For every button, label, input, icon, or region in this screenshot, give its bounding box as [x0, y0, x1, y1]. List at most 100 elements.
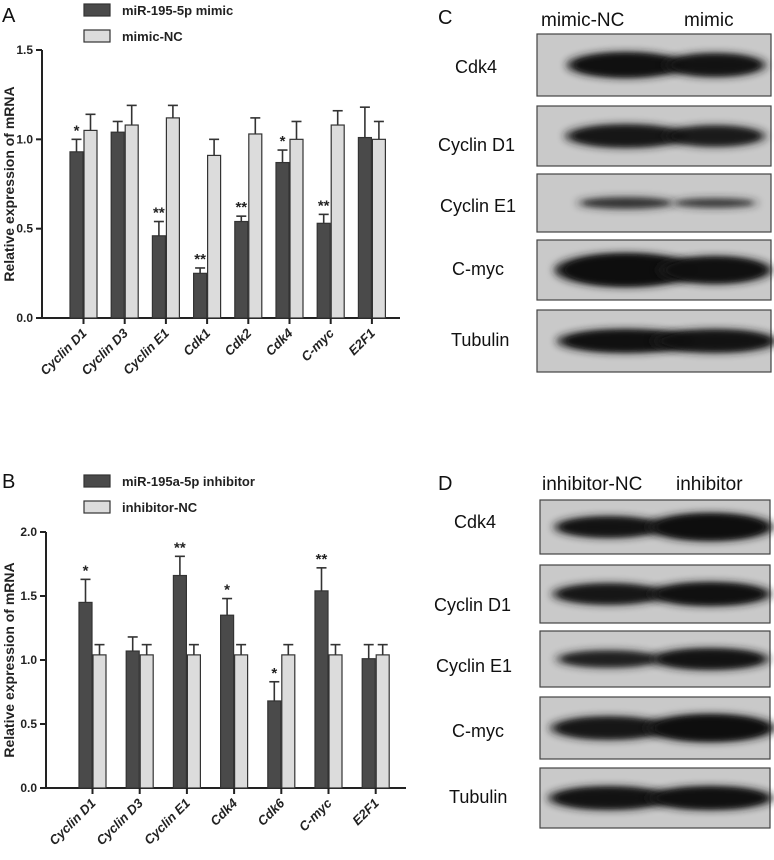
- significance-label: *: [74, 122, 80, 139]
- bar: [69, 151, 84, 319]
- bar: [357, 136, 372, 319]
- blot-band: [659, 650, 762, 668]
- significance-label: **: [194, 251, 206, 268]
- blot-band: [670, 55, 760, 75]
- bar: [248, 133, 263, 319]
- blot-d-row-label: Cyclin D1: [434, 595, 511, 615]
- significance-label: **: [318, 197, 330, 214]
- significance-label: **: [153, 205, 165, 222]
- blot-band: [558, 718, 660, 738]
- western-blot-c: mimic-NC mimic Cdk4 Cyclin D1 Cyclin E1 …: [438, 10, 774, 373]
- legend-label: inhibitor-NC: [122, 500, 198, 515]
- blot-d-row-label: Tubulin: [449, 787, 507, 807]
- category-label: Cyclin E1: [141, 796, 193, 848]
- legend-swatch: [83, 474, 111, 488]
- y-axis-title: Relative expression of mRNA: [1, 86, 17, 281]
- y-tick-label: 0.5: [16, 222, 33, 236]
- bar: [267, 700, 282, 789]
- bar: [330, 124, 345, 319]
- bar: [234, 220, 249, 319]
- blot-band: [665, 258, 765, 282]
- bar: [172, 574, 187, 789]
- bar: [234, 654, 249, 789]
- category-label: Cdk2: [221, 325, 255, 359]
- y-tick-label: 1.0: [16, 132, 33, 146]
- legend-swatch: [83, 500, 111, 514]
- blot-band: [556, 788, 662, 808]
- y-tick-label: 0.0: [16, 311, 33, 325]
- blot-band: [566, 331, 686, 351]
- bar: [151, 235, 166, 319]
- bar: [193, 272, 208, 319]
- bar-chart-b: miR-195a-5p inhibitor inhibitor-NC Relativ…: [1, 474, 406, 848]
- category-label: Cdk4: [207, 795, 241, 829]
- blot-c-column-label: mimic-NC: [541, 10, 624, 31]
- bar: [316, 222, 331, 319]
- significance-label: *: [83, 562, 89, 579]
- blot-d-column-label: inhibitor: [676, 474, 743, 495]
- category-label: E2F1: [349, 796, 382, 829]
- panel-letter-a: A: [2, 5, 16, 27]
- blot-band: [660, 331, 770, 351]
- significance-label: **: [174, 539, 186, 556]
- legend-label: miR-195a-5p inhibitor: [122, 474, 255, 489]
- panel-letter-d: D: [438, 473, 452, 495]
- blot-band: [655, 788, 765, 808]
- blot-band: [670, 127, 760, 145]
- bar: [83, 129, 98, 319]
- blot-c-row-label: Tubulin: [451, 330, 509, 350]
- bar: [328, 654, 343, 789]
- bar: [125, 650, 140, 789]
- bar: [375, 654, 390, 789]
- panel-letter-b: B: [2, 471, 15, 493]
- bar: [220, 614, 235, 789]
- bar: [361, 658, 376, 789]
- blot-d-column-label: inhibitor-NC: [542, 474, 642, 495]
- blot-c-row-label: Cdk4: [455, 57, 497, 77]
- blot-band: [654, 716, 767, 740]
- blot-band: [657, 584, 763, 604]
- y-tick-label: 1.0: [20, 653, 37, 667]
- legend-label: mimic-NC: [122, 29, 183, 44]
- blot-d-row-label: Cyclin E1: [436, 656, 512, 676]
- legend-swatch: [83, 29, 111, 43]
- significance-label: **: [316, 551, 328, 568]
- blot-c-row-label: C-myc: [452, 259, 504, 279]
- significance-label: *: [280, 133, 286, 150]
- legend-label: miR-195-5p mimic: [122, 3, 233, 18]
- category-label: C-myc: [298, 325, 337, 364]
- significance-label: *: [271, 665, 277, 682]
- blot-band: [574, 54, 677, 76]
- y-tick-label: 0.5: [20, 717, 37, 731]
- bar: [281, 654, 296, 789]
- category-label: Cdk1: [180, 326, 213, 359]
- blot-d-row-label: Cdk4: [454, 512, 496, 532]
- bar: [124, 124, 139, 319]
- blot-c-row-label: Cyclin D1: [438, 135, 515, 155]
- blot-band: [563, 652, 655, 666]
- bar: [92, 654, 107, 789]
- western-blot-d: inhibitor-NC inhibitor Cdk4 Cyclin D1 Cy…: [434, 474, 774, 829]
- significance-label: *: [224, 582, 230, 599]
- blot-c-column-label: mimic: [684, 10, 734, 31]
- panel-letter-c: C: [438, 7, 452, 29]
- blot-band: [559, 585, 659, 603]
- bar: [289, 138, 304, 319]
- blot-band: [655, 515, 765, 539]
- blot-band: [583, 198, 669, 208]
- legend-swatch: [83, 3, 111, 17]
- y-tick-label: 1.5: [20, 589, 37, 603]
- category-label: E2F1: [345, 326, 378, 359]
- bar-chart-a: miR-195-5p mimic mimic-NC Relative express…: [1, 3, 400, 378]
- blot-d-row-label: C-myc: [452, 721, 504, 741]
- y-tick-label: 2.0: [20, 525, 37, 539]
- category-label: Cyclin D3: [93, 795, 146, 848]
- bar: [207, 154, 222, 319]
- y-tick-label: 0.0: [20, 781, 37, 795]
- bar: [110, 131, 125, 319]
- bar: [78, 601, 93, 789]
- y-tick-label: 1.5: [16, 43, 33, 57]
- bar: [314, 590, 329, 789]
- blot-band: [561, 518, 657, 536]
- category-label: Cyclin D1: [46, 796, 99, 849]
